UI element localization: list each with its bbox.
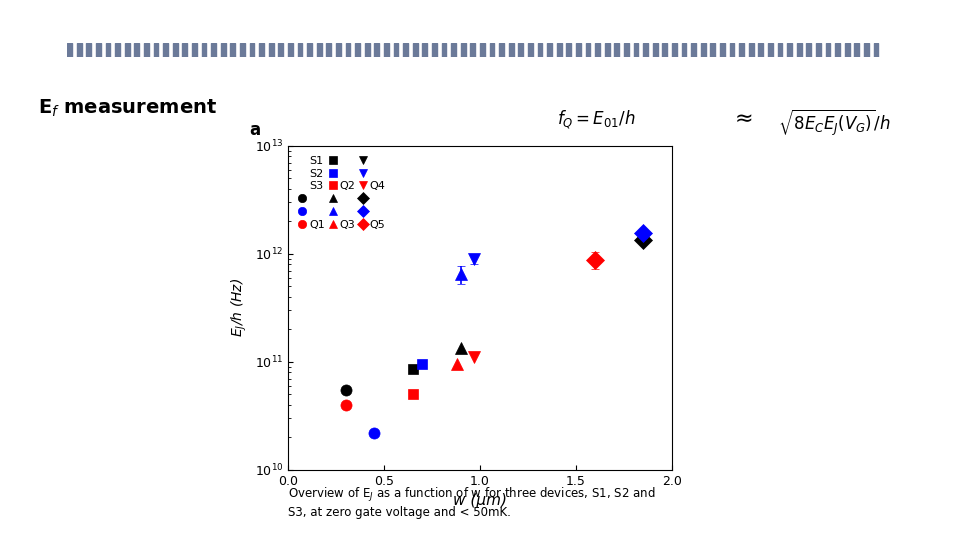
Bar — [605, 43, 610, 57]
Text: a: a — [250, 122, 261, 139]
Bar — [691, 43, 696, 57]
Bar — [365, 43, 370, 57]
Bar — [547, 43, 552, 57]
Bar — [643, 43, 648, 57]
Text: $\approx$: $\approx$ — [730, 108, 753, 128]
Bar — [509, 43, 514, 57]
X-axis label: w (μm): w (μm) — [453, 493, 507, 508]
Bar — [154, 43, 158, 57]
Bar — [288, 43, 293, 57]
Bar — [499, 43, 504, 57]
Bar — [211, 43, 216, 57]
Bar — [202, 43, 206, 57]
Y-axis label: E$_J$/h (Hz): E$_J$/h (Hz) — [229, 278, 249, 338]
Bar — [710, 43, 715, 57]
Bar — [374, 43, 379, 57]
Bar — [864, 43, 869, 57]
Bar — [758, 43, 763, 57]
Bar — [298, 43, 302, 57]
Bar — [451, 43, 456, 57]
Bar — [557, 43, 562, 57]
Bar — [442, 43, 446, 57]
Bar — [634, 43, 638, 57]
Bar — [346, 43, 350, 57]
Bar — [394, 43, 398, 57]
Bar — [240, 43, 245, 57]
Bar — [163, 43, 168, 57]
Bar — [826, 43, 830, 57]
Bar — [778, 43, 782, 57]
Bar — [326, 43, 331, 57]
Bar — [624, 43, 629, 57]
Bar — [576, 43, 581, 57]
Bar — [403, 43, 408, 57]
Bar — [730, 43, 734, 57]
Bar — [307, 43, 312, 57]
Text: $f_Q = E_{01}/h$: $f_Q = E_{01}/h$ — [557, 108, 636, 131]
Bar — [720, 43, 725, 57]
Bar — [874, 43, 878, 57]
Bar — [835, 43, 840, 57]
Bar — [538, 43, 542, 57]
Bar — [134, 43, 139, 57]
Bar — [384, 43, 389, 57]
Bar — [682, 43, 686, 57]
Bar — [432, 43, 437, 57]
Bar — [490, 43, 494, 57]
Bar — [269, 43, 274, 57]
Bar — [182, 43, 187, 57]
Bar — [221, 43, 226, 57]
Legend: S1, S2, S3, , , Q1, , , Q2, , , Q3, , , Q4, , , Q5: S1, S2, S3, , , Q1, , , Q2, , , Q3, , , … — [294, 151, 390, 234]
Bar — [422, 43, 427, 57]
Bar — [278, 43, 283, 57]
Bar — [768, 43, 773, 57]
Bar — [144, 43, 149, 57]
Text: $\sqrt{8E_C E_J(V_G)}/h$: $\sqrt{8E_C E_J(V_G)}/h$ — [778, 108, 890, 138]
Bar — [701, 43, 706, 57]
Bar — [259, 43, 264, 57]
Bar — [86, 43, 91, 57]
Bar — [518, 43, 523, 57]
Bar — [662, 43, 667, 57]
Bar — [106, 43, 110, 57]
Bar — [96, 43, 101, 57]
Bar — [586, 43, 590, 57]
Bar — [653, 43, 658, 57]
Bar — [806, 43, 811, 57]
Bar — [672, 43, 677, 57]
Bar — [125, 43, 130, 57]
Bar — [480, 43, 485, 57]
Bar — [336, 43, 341, 57]
Text: E$_f$ measurement: E$_f$ measurement — [38, 97, 217, 118]
Bar — [749, 43, 754, 57]
Bar — [115, 43, 120, 57]
Bar — [192, 43, 197, 57]
Bar — [845, 43, 850, 57]
Bar — [595, 43, 600, 57]
Bar — [816, 43, 821, 57]
Bar — [230, 43, 235, 57]
Bar — [528, 43, 533, 57]
Bar — [614, 43, 619, 57]
Bar — [470, 43, 475, 57]
Bar — [250, 43, 254, 57]
Bar — [67, 43, 72, 57]
Bar — [77, 43, 82, 57]
Bar — [797, 43, 802, 57]
Bar — [787, 43, 792, 57]
Bar — [854, 43, 859, 57]
Bar — [739, 43, 744, 57]
Bar — [355, 43, 360, 57]
Bar — [413, 43, 418, 57]
Text: Overview of E$_J$ as a function of w for three devices, S1, S2 and
S3, at zero g: Overview of E$_J$ as a function of w for… — [288, 486, 656, 519]
Bar — [461, 43, 466, 57]
Bar — [317, 43, 322, 57]
Bar — [173, 43, 178, 57]
Bar — [566, 43, 571, 57]
